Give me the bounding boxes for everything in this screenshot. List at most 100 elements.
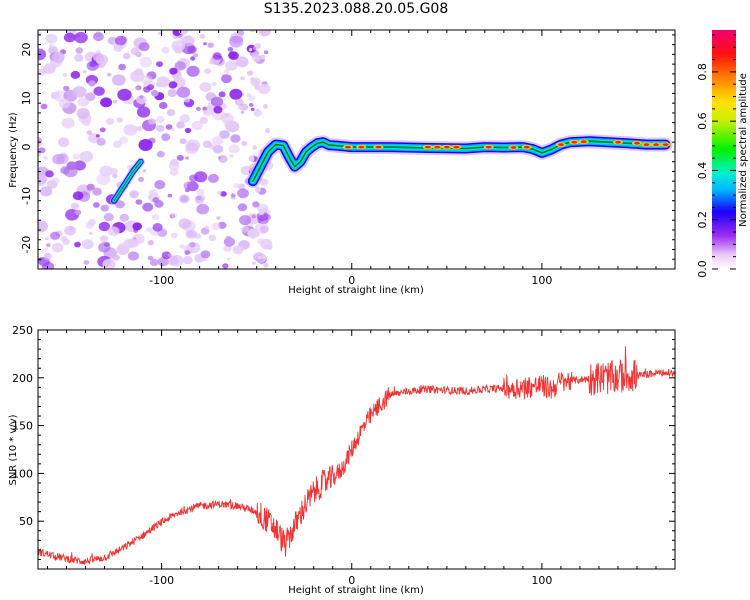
noise-blob: [234, 98, 244, 106]
ridge-hotspot: [643, 143, 650, 147]
page-title: S135.2023.088.20.05.G08: [263, 1, 449, 17]
noise-blob: [48, 46, 58, 55]
noise-blob: [191, 120, 203, 131]
noise-blob: [107, 226, 120, 236]
noise-blob: [250, 30, 253, 33]
noise-blob: [222, 263, 229, 269]
noise-blob: [257, 255, 262, 260]
top-x-axis-label: Height of straight line (km): [288, 285, 424, 296]
noise-blob: [228, 51, 239, 60]
noise-blob: [74, 54, 84, 62]
noise-blob: [240, 110, 245, 114]
noise-blob: [250, 107, 255, 111]
noise-blob: [241, 141, 248, 146]
noise-blob: [45, 170, 54, 178]
noise-blob: [96, 138, 106, 146]
noise-blob: [112, 254, 120, 261]
noise-blob: [179, 37, 185, 43]
colorbar-label: Normalized spectral amplitude: [738, 73, 749, 227]
noise-blob: [184, 127, 192, 134]
noise-blob: [58, 98, 71, 109]
noise-blob: [194, 171, 208, 183]
noise-blob: [263, 264, 267, 267]
noise-blob: [185, 156, 190, 160]
noise-blob: [255, 108, 260, 112]
noise-blob: [119, 136, 129, 144]
noise-blob: [116, 117, 123, 123]
noise-blob: [38, 220, 48, 233]
noise-blob: [240, 76, 245, 81]
noise-blob: [43, 247, 49, 251]
noise-blob: [148, 118, 156, 125]
noise-blob: [70, 70, 81, 79]
noise-blob: [254, 186, 261, 193]
noise-blob: [135, 51, 142, 58]
noise-blob: [204, 68, 212, 74]
ridge-hotspot: [434, 145, 441, 149]
noise-blob: [221, 74, 232, 84]
y-tick-label: 150: [12, 420, 33, 433]
x-tick-label: -100: [149, 574, 174, 587]
noise-blob: [193, 53, 199, 58]
noise-blob: [86, 130, 93, 136]
noise-blob: [200, 227, 210, 235]
noise-blob: [72, 153, 80, 160]
noise-blob: [169, 168, 179, 176]
noise-blob: [38, 152, 41, 157]
ridge-hotspot: [653, 143, 659, 147]
noise-blob: [74, 31, 88, 44]
noise-blob: [103, 213, 114, 222]
noise-blob: [170, 255, 184, 267]
noise-blob: [225, 235, 232, 241]
noise-blob: [202, 106, 208, 111]
x-tick-label: -100: [149, 274, 174, 287]
noise-blob: [257, 234, 260, 237]
noise-blob: [208, 234, 217, 242]
noise-blob: [38, 174, 48, 185]
noise-blob: [194, 195, 205, 204]
ridge-layer: [113, 161, 142, 202]
noise-blob: [229, 88, 243, 100]
noise-blob: [237, 203, 248, 212]
noise-blob: [105, 118, 115, 125]
noise-blob: [240, 225, 249, 233]
noise-blob: [176, 86, 191, 98]
ridge-hotspot: [485, 145, 492, 149]
noise-blob: [218, 91, 226, 98]
colorbar-ticks: 0.0 0.2 0.4 0.6 0.8: [696, 34, 736, 278]
noise-blob: [263, 104, 268, 109]
ridge-hotspot: [344, 145, 351, 149]
noise-blob: [158, 101, 168, 110]
noise-blob: [251, 214, 256, 219]
noise-blob: [223, 244, 232, 252]
noise-blob: [157, 257, 169, 267]
noise-blob: [213, 106, 223, 114]
noise-blob: [135, 86, 140, 91]
noise-blob: [98, 221, 111, 232]
noise-blob: [89, 61, 97, 68]
ridge-hotspot: [443, 145, 450, 149]
noise-blob: [50, 231, 60, 240]
noise-blob: [92, 52, 104, 62]
noise-blob: [38, 48, 47, 61]
noise-blob: [150, 258, 159, 267]
noise-blob: [228, 144, 240, 154]
ridge-hotspot: [523, 145, 530, 149]
noise-blob: [168, 81, 178, 89]
noise-blob: [237, 183, 246, 190]
noise-blob: [83, 260, 90, 265]
noise-blob: [254, 84, 260, 90]
y-tick-label: 100: [12, 467, 33, 480]
bottom-ticks: -100 0 100 50 100 150 200 250: [12, 324, 676, 587]
ridge-hotspot: [580, 140, 587, 144]
noise-blob: [93, 32, 104, 42]
noise-blob: [161, 251, 172, 260]
noise-blob: [207, 173, 219, 183]
x-tick-label: 100: [531, 274, 552, 287]
noise-blob: [263, 50, 269, 55]
bottom-x-axis-label: Height of straight line (km): [288, 585, 424, 596]
noise-blob: [248, 103, 254, 107]
noise-blob: [169, 67, 178, 75]
noise-blob: [180, 195, 189, 203]
noise-blob: [51, 52, 65, 63]
